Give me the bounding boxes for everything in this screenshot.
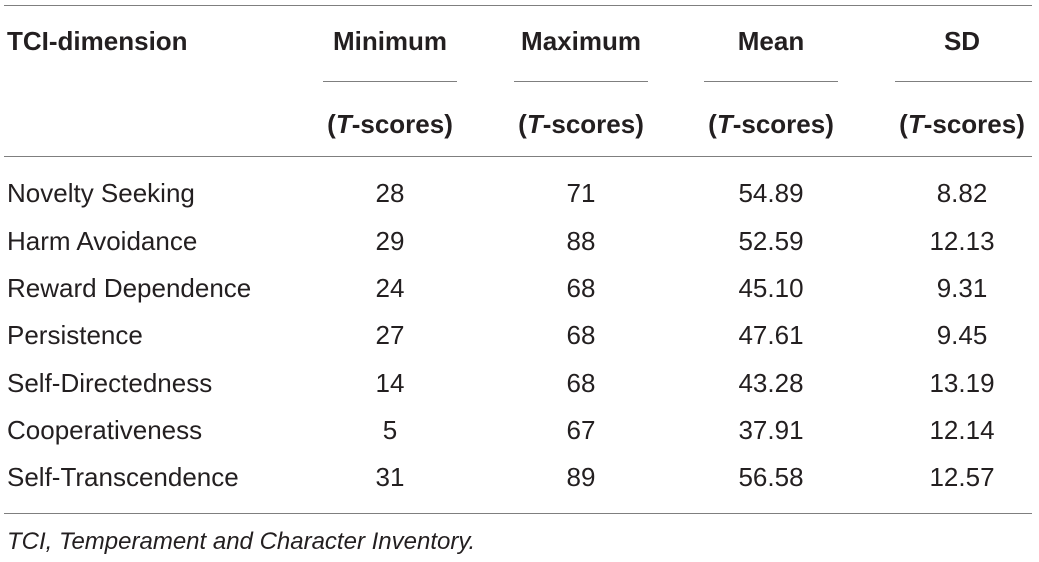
dimension-cell: Novelty Seeking: [7, 178, 195, 208]
table-row: Self-Transcendence 31 89 56.58 12.57: [0, 462, 1039, 509]
dimension-cell: Harm Avoidance: [7, 226, 198, 256]
minimum-cell: 24: [375, 273, 405, 303]
dimension-cell: Self-Directedness: [7, 368, 213, 398]
mean-cell: 54.89: [738, 178, 804, 208]
mean-cell: 43.28: [738, 368, 804, 398]
table-footnote: TCI, Temperament and Character Inventory…: [7, 528, 476, 555]
sd-cell: 13.19: [929, 368, 995, 398]
minimum-cell: 14: [375, 368, 405, 398]
header-minimum: Minimum: [332, 26, 448, 56]
header-mean: Mean: [737, 26, 805, 56]
dimension-cell: Persistence: [7, 320, 143, 350]
table-row: Novelty Seeking 28 71 54.89 8.82: [0, 178, 1039, 225]
dimension-cell: Self-Transcendence: [7, 462, 239, 492]
subheader-sd: (T-scores): [899, 109, 1025, 139]
minimum-cell: 28: [375, 178, 405, 208]
maximum-cell: 68: [566, 320, 596, 350]
mean-column-rule: [704, 81, 838, 82]
header-maximum: Maximum: [521, 26, 641, 56]
table-bottom-rule: [4, 513, 1032, 514]
minimum-cell: 29: [375, 226, 405, 256]
maximum-column-rule: [514, 81, 648, 82]
minimum-cell: 5: [382, 415, 398, 445]
mean-cell: 47.61: [738, 320, 804, 350]
maximum-cell: 67: [566, 415, 596, 445]
dimension-cell: Cooperativeness: [7, 415, 203, 445]
sd-cell: 8.82: [936, 178, 988, 208]
minimum-column-rule: [323, 81, 457, 82]
mean-cell: 37.91: [738, 415, 804, 445]
subheader-maximum: (T-scores): [518, 109, 644, 139]
table-row: Persistence 27 68 47.61 9.45: [0, 320, 1039, 367]
maximum-cell: 68: [566, 368, 596, 398]
sd-cell: 12.57: [929, 462, 995, 492]
sd-cell: 12.13: [929, 226, 995, 256]
header-sd: SD: [943, 26, 981, 56]
table-row: Harm Avoidance 29 88 52.59 12.13: [0, 226, 1039, 273]
minimum-cell: 31: [375, 462, 405, 492]
subheader-mean: (T-scores): [708, 109, 834, 139]
maximum-cell: 89: [566, 462, 596, 492]
maximum-cell: 68: [566, 273, 596, 303]
table-row: Cooperativeness 5 67 37.91 12.14: [0, 415, 1039, 462]
minimum-cell: 27: [375, 320, 405, 350]
maximum-cell: 71: [566, 178, 596, 208]
table-row: Reward Dependence 24 68 45.10 9.31: [0, 273, 1039, 320]
sd-cell: 12.14: [929, 415, 995, 445]
sd-cell: 9.45: [936, 320, 988, 350]
header-tci-dimension: TCI-dimension: [7, 26, 188, 56]
mean-cell: 52.59: [738, 226, 804, 256]
mean-cell: 45.10: [738, 273, 804, 303]
mean-cell: 56.58: [738, 462, 804, 492]
table-row: Self-Directedness 14 68 43.28 13.19: [0, 368, 1039, 415]
sd-cell: 9.31: [936, 273, 988, 303]
sd-column-rule: [895, 81, 1032, 82]
table-top-rule: [4, 5, 1032, 6]
subheader-minimum: (T-scores): [327, 109, 453, 139]
maximum-cell: 88: [566, 226, 596, 256]
header-bottom-rule: [4, 156, 1032, 157]
dimension-cell: Reward Dependence: [7, 273, 252, 303]
